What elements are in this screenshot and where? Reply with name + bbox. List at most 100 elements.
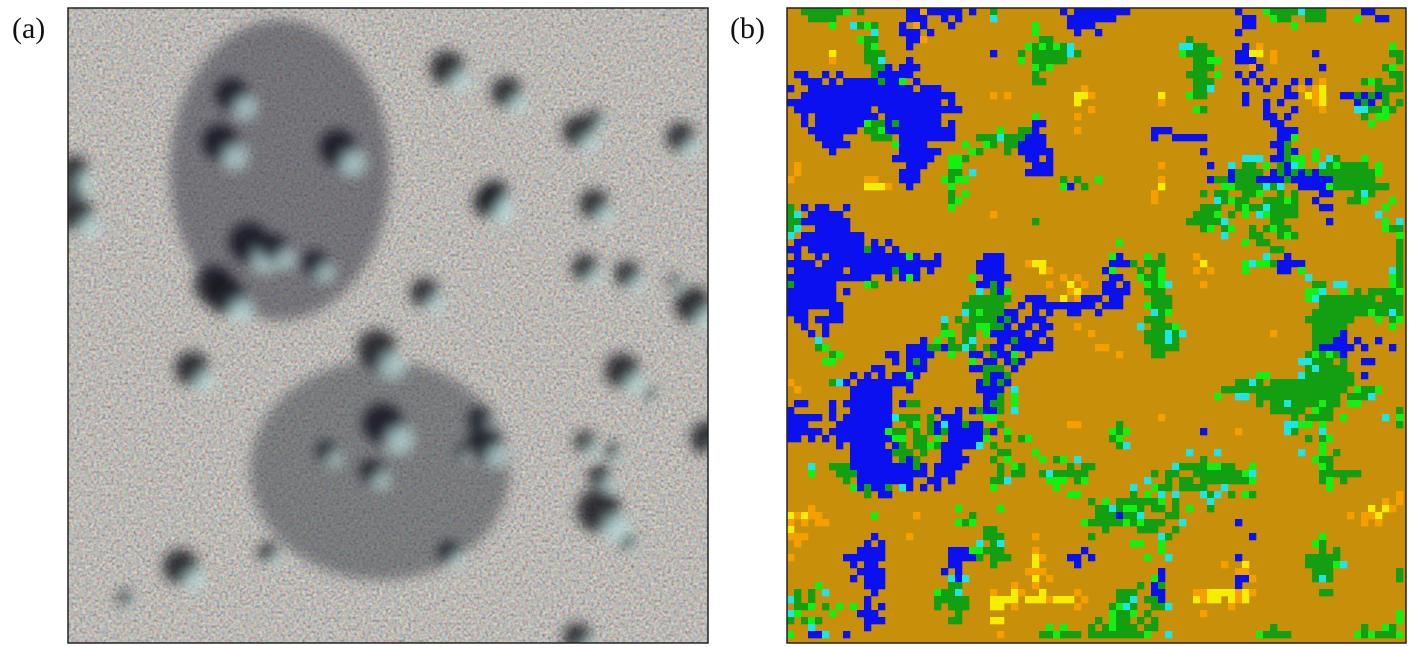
class-cell	[815, 631, 822, 638]
class-cell	[1354, 15, 1361, 22]
class-cell	[906, 141, 913, 148]
class-cell	[1270, 57, 1277, 64]
class-cell	[1361, 631, 1368, 638]
class-cell	[822, 316, 829, 323]
class-cell	[1158, 281, 1165, 288]
class-cell	[1361, 295, 1368, 302]
class-cell	[1305, 414, 1312, 421]
class-cell	[920, 148, 927, 155]
class-cell	[1235, 8, 1242, 15]
class-cell	[1095, 29, 1102, 36]
class-cell	[948, 190, 955, 197]
class-cell	[1291, 414, 1298, 421]
class-cell	[1298, 421, 1305, 428]
class-cell	[885, 64, 892, 71]
class-cell	[941, 449, 948, 456]
class-cell	[976, 421, 983, 428]
class-cell	[1151, 281, 1158, 288]
class-cell	[878, 554, 885, 561]
class-cell	[1284, 15, 1291, 22]
class-cell	[857, 8, 864, 15]
class-cell	[815, 85, 822, 92]
highlight	[223, 145, 245, 167]
class-cell	[1116, 260, 1123, 267]
class-cell	[1340, 414, 1347, 421]
highlight	[270, 554, 282, 566]
class-cell	[1130, 512, 1137, 519]
class-cell	[815, 92, 822, 99]
class-cell	[1326, 365, 1333, 372]
class-cell	[1270, 78, 1277, 85]
class-cell	[871, 64, 878, 71]
class-cell	[906, 92, 913, 99]
class-cell	[1326, 456, 1333, 463]
class-cell	[843, 113, 850, 120]
class-cell	[1228, 162, 1235, 169]
class-cell	[1249, 589, 1256, 596]
class-cell	[1200, 148, 1207, 155]
class-cell	[1298, 400, 1305, 407]
class-cell	[1277, 134, 1284, 141]
class-cell	[990, 526, 997, 533]
class-cell	[871, 120, 878, 127]
class-cell	[920, 85, 927, 92]
class-cell	[1270, 225, 1277, 232]
class-cell	[1368, 512, 1375, 519]
class-cell	[1319, 85, 1326, 92]
class-cell	[1116, 512, 1123, 519]
class-cell	[850, 253, 857, 260]
class-cell	[1249, 50, 1256, 57]
class-cell	[1284, 176, 1291, 183]
class-cell	[1116, 428, 1123, 435]
class-cell	[794, 274, 801, 281]
class-cell	[1004, 134, 1011, 141]
class-cell	[955, 162, 962, 169]
class-cell	[1312, 176, 1319, 183]
class-cell	[1396, 414, 1403, 421]
highlight	[696, 308, 718, 330]
class-cell	[934, 113, 941, 120]
class-cell	[1032, 120, 1039, 127]
class-cell	[1095, 519, 1102, 526]
class-cell	[836, 351, 843, 358]
class-cell	[1074, 8, 1081, 15]
class-cell	[997, 302, 1004, 309]
class-cell	[1207, 78, 1214, 85]
class-cell	[885, 106, 892, 113]
class-cell	[857, 547, 864, 554]
class-cell	[1312, 351, 1319, 358]
class-cell	[885, 407, 892, 414]
class-cell	[1186, 463, 1193, 470]
class-cell	[1333, 393, 1340, 400]
class-cell	[801, 239, 808, 246]
class-cell	[1312, 85, 1319, 92]
class-cell	[934, 92, 941, 99]
class-cell	[1340, 162, 1347, 169]
class-cell	[1193, 64, 1200, 71]
class-cell	[906, 533, 913, 540]
class-cell	[1165, 554, 1172, 561]
class-cell	[1214, 176, 1221, 183]
class-cell	[1116, 631, 1123, 638]
class-cell	[1284, 197, 1291, 204]
class-cell	[1032, 260, 1039, 267]
class-cell	[1004, 288, 1011, 295]
class-cell	[1361, 8, 1368, 15]
class-cell	[815, 288, 822, 295]
class-cell	[1235, 169, 1242, 176]
class-cell	[1249, 176, 1256, 183]
class-cell	[1368, 8, 1375, 15]
class-cell	[836, 421, 843, 428]
class-cell	[1382, 414, 1389, 421]
class-cell	[1172, 498, 1179, 505]
class-cell	[815, 274, 822, 281]
class-cell	[1004, 295, 1011, 302]
class-cell	[1319, 386, 1326, 393]
class-cell	[1333, 379, 1340, 386]
class-cell	[822, 15, 829, 22]
class-cell	[878, 435, 885, 442]
class-cell	[1319, 540, 1326, 547]
class-cell	[1333, 183, 1340, 190]
class-cell	[1312, 169, 1319, 176]
class-cell	[1214, 470, 1221, 477]
